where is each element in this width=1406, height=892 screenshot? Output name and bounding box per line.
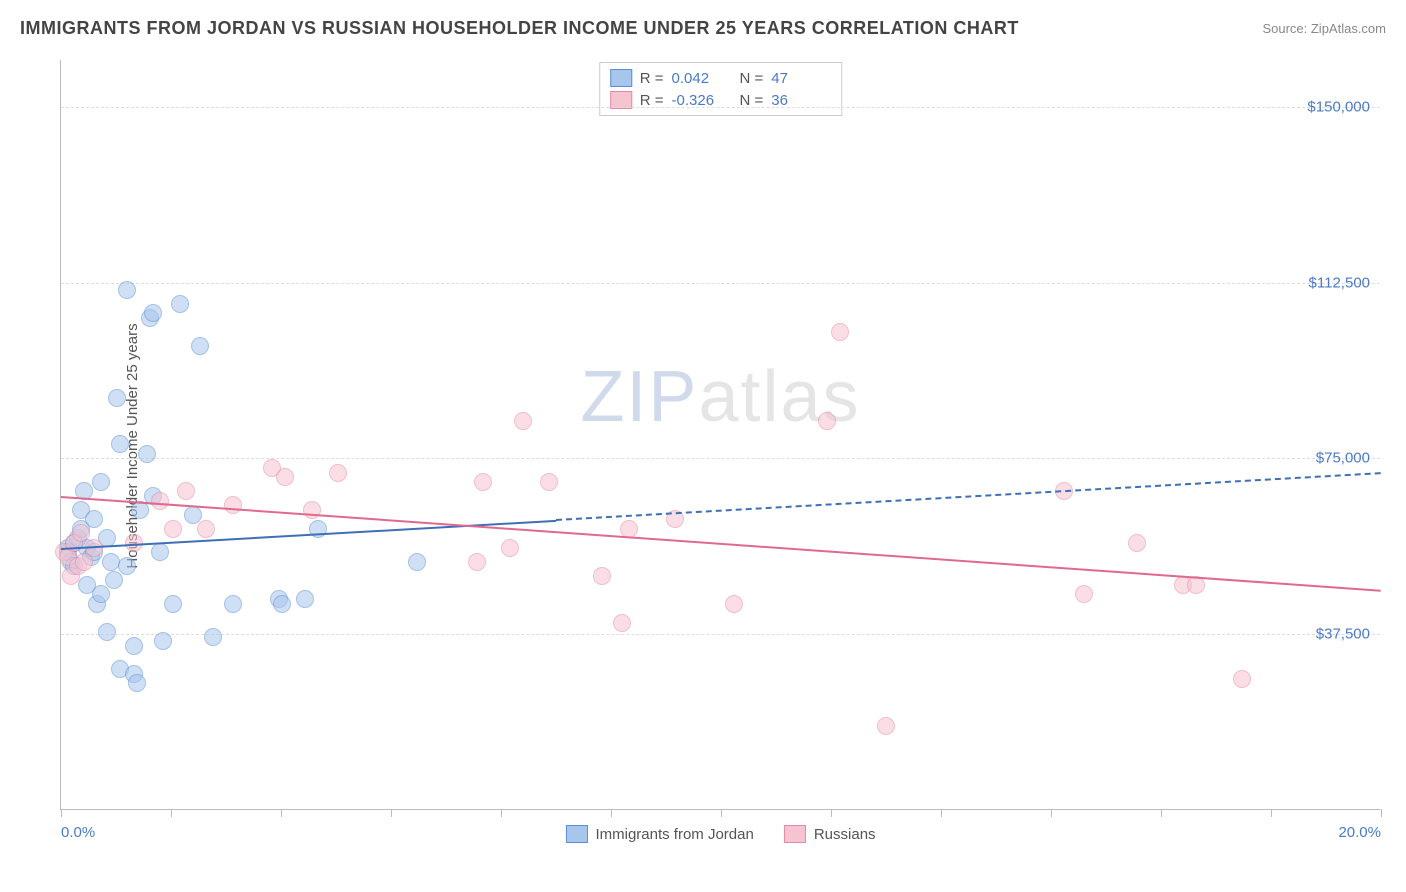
x-tick: [721, 809, 722, 817]
scatter-point-jordan: [191, 337, 209, 355]
scatter-point-russians: [514, 412, 532, 430]
scatter-point-jordan: [125, 637, 143, 655]
source-citation: Source: ZipAtlas.com: [1262, 21, 1386, 36]
scatter-point-jordan: [111, 435, 129, 453]
x-tick: [941, 809, 942, 817]
x-tick: [281, 809, 282, 817]
chart-title: IMMIGRANTS FROM JORDAN VS RUSSIAN HOUSEH…: [20, 18, 1019, 39]
scatter-point-jordan: [118, 557, 136, 575]
y-tick-label: $150,000: [1307, 98, 1370, 115]
scatter-point-russians: [1075, 585, 1093, 603]
x-tick: [1271, 809, 1272, 817]
scatter-point-jordan: [92, 473, 110, 491]
gridline: [61, 634, 1380, 635]
scatter-point-russians: [818, 412, 836, 430]
scatter-point-jordan: [273, 595, 291, 613]
scatter-point-jordan: [98, 623, 116, 641]
scatter-point-jordan: [204, 628, 222, 646]
scatter-point-russians: [593, 567, 611, 585]
scatter-point-jordan: [105, 571, 123, 589]
scatter-point-jordan: [224, 595, 242, 613]
x-tick: [831, 809, 832, 817]
series-legend-item-russians: Russians: [784, 825, 876, 843]
scatter-point-russians: [1233, 670, 1251, 688]
scatter-point-jordan: [138, 445, 156, 463]
x-tick: [1161, 809, 1162, 817]
x-tick: [611, 809, 612, 817]
scatter-point-jordan: [92, 585, 110, 603]
y-tick-label: $112,500: [1309, 274, 1370, 291]
gridline: [61, 107, 1380, 108]
series-legend-label: Russians: [814, 826, 876, 843]
series-legend: Immigrants from Jordan Russians: [565, 825, 875, 843]
scatter-point-jordan: [154, 632, 172, 650]
x-tick: [171, 809, 172, 817]
scatter-point-jordan: [144, 304, 162, 322]
gridline: [61, 458, 1380, 459]
scatter-point-jordan: [85, 510, 103, 528]
scatter-point-russians: [151, 492, 169, 510]
legend-swatch: [610, 69, 632, 87]
scatter-point-russians: [474, 473, 492, 491]
x-tick: [1381, 809, 1382, 817]
x-tick: [1051, 809, 1052, 817]
scatter-point-russians: [468, 553, 486, 571]
scatter-point-russians: [276, 468, 294, 486]
scatter-point-russians: [725, 595, 743, 613]
scatter-point-jordan: [118, 281, 136, 299]
scatter-plot: ZIPatlas R =0.042N =47R =-0.326N =36 Imm…: [60, 60, 1380, 810]
series-legend-label: Immigrants from Jordan: [595, 826, 753, 843]
x-tick: [501, 809, 502, 817]
scatter-point-russians: [877, 717, 895, 735]
x-tick-label: 20.0%: [1338, 824, 1381, 841]
scatter-point-russians: [329, 464, 347, 482]
scatter-point-russians: [540, 473, 558, 491]
scatter-point-jordan: [296, 590, 314, 608]
scatter-point-jordan: [164, 595, 182, 613]
legend-swatch: [784, 825, 806, 843]
scatter-point-jordan: [102, 553, 120, 571]
scatter-point-russians: [1128, 534, 1146, 552]
scatter-point-russians: [164, 520, 182, 538]
scatter-point-russians: [224, 496, 242, 514]
scatter-point-russians: [177, 482, 195, 500]
legend-swatch: [565, 825, 587, 843]
scatter-point-jordan: [171, 295, 189, 313]
scatter-point-russians: [501, 539, 519, 557]
title-bar: IMMIGRANTS FROM JORDAN VS RUSSIAN HOUSEH…: [20, 18, 1386, 39]
scatter-point-jordan: [128, 674, 146, 692]
gridline: [61, 283, 1380, 284]
correlation-legend: R =0.042N =47R =-0.326N =36: [599, 62, 843, 116]
scatter-point-russians: [831, 323, 849, 341]
x-tick-label: 0.0%: [61, 824, 95, 841]
scatter-point-jordan: [408, 553, 426, 571]
series-legend-item-jordan: Immigrants from Jordan: [565, 825, 753, 843]
legend-row-jordan: R =0.042N =47: [610, 67, 832, 89]
scatter-point-jordan: [151, 543, 169, 561]
y-tick-label: $37,500: [1316, 626, 1370, 643]
scatter-point-russians: [613, 614, 631, 632]
x-tick: [391, 809, 392, 817]
scatter-point-russians: [197, 520, 215, 538]
x-tick: [61, 809, 62, 817]
y-tick-label: $75,000: [1316, 450, 1370, 467]
scatter-point-jordan: [108, 389, 126, 407]
